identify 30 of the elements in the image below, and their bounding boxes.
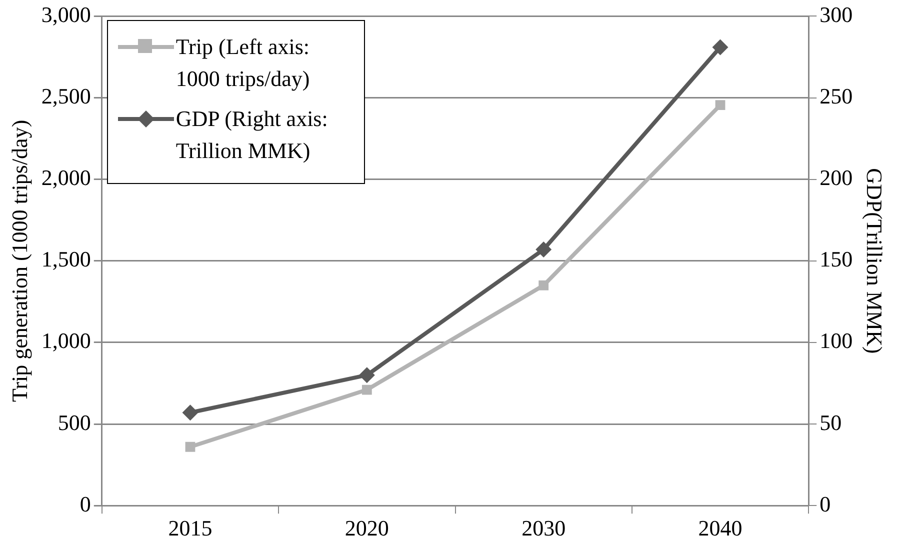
- legend-label: Trip (Left axis: 1000 trips/day): [176, 33, 311, 94]
- y-tick-label: 1,500: [41, 246, 91, 272]
- y2-tick-label: 250: [820, 84, 853, 109]
- y2-tick-label: 50: [820, 410, 842, 435]
- x-tick-label: 2015: [168, 516, 212, 541]
- y2-tick-label: 100: [820, 328, 853, 354]
- y2-tick-label: 150: [820, 246, 853, 272]
- point: [538, 280, 549, 290]
- y2-tick-label: 0: [820, 491, 831, 516]
- y-tick-label: 2,000: [41, 165, 91, 190]
- point: [185, 442, 196, 452]
- legend-label: GDP (Right axis: Trillion MMK): [176, 104, 329, 165]
- x-tick-label: 2020: [344, 516, 389, 541]
- point: [536, 241, 552, 258]
- point: [712, 39, 728, 56]
- y-axis-title: Trip generation (1000 trips/day): [6, 120, 32, 402]
- y2-tick-label: 300: [820, 2, 853, 27]
- point: [358, 367, 375, 384]
- y-tick-label: 3,000: [41, 2, 91, 27]
- y-tick-label: 0: [80, 491, 91, 516]
- y-tick-label: 500: [58, 410, 91, 435]
- y-tick-label: 2,500: [41, 84, 91, 109]
- y2-axis-title: GDP(Trillion MMK): [862, 168, 888, 354]
- x-tick-label: 2040: [698, 516, 742, 541]
- x-tick-label: 2030: [522, 516, 566, 541]
- point: [715, 100, 726, 110]
- y-tick-label: 1,000: [41, 328, 91, 354]
- point: [362, 384, 372, 395]
- point: [182, 404, 198, 421]
- y2-tick-label: 200: [820, 165, 853, 190]
